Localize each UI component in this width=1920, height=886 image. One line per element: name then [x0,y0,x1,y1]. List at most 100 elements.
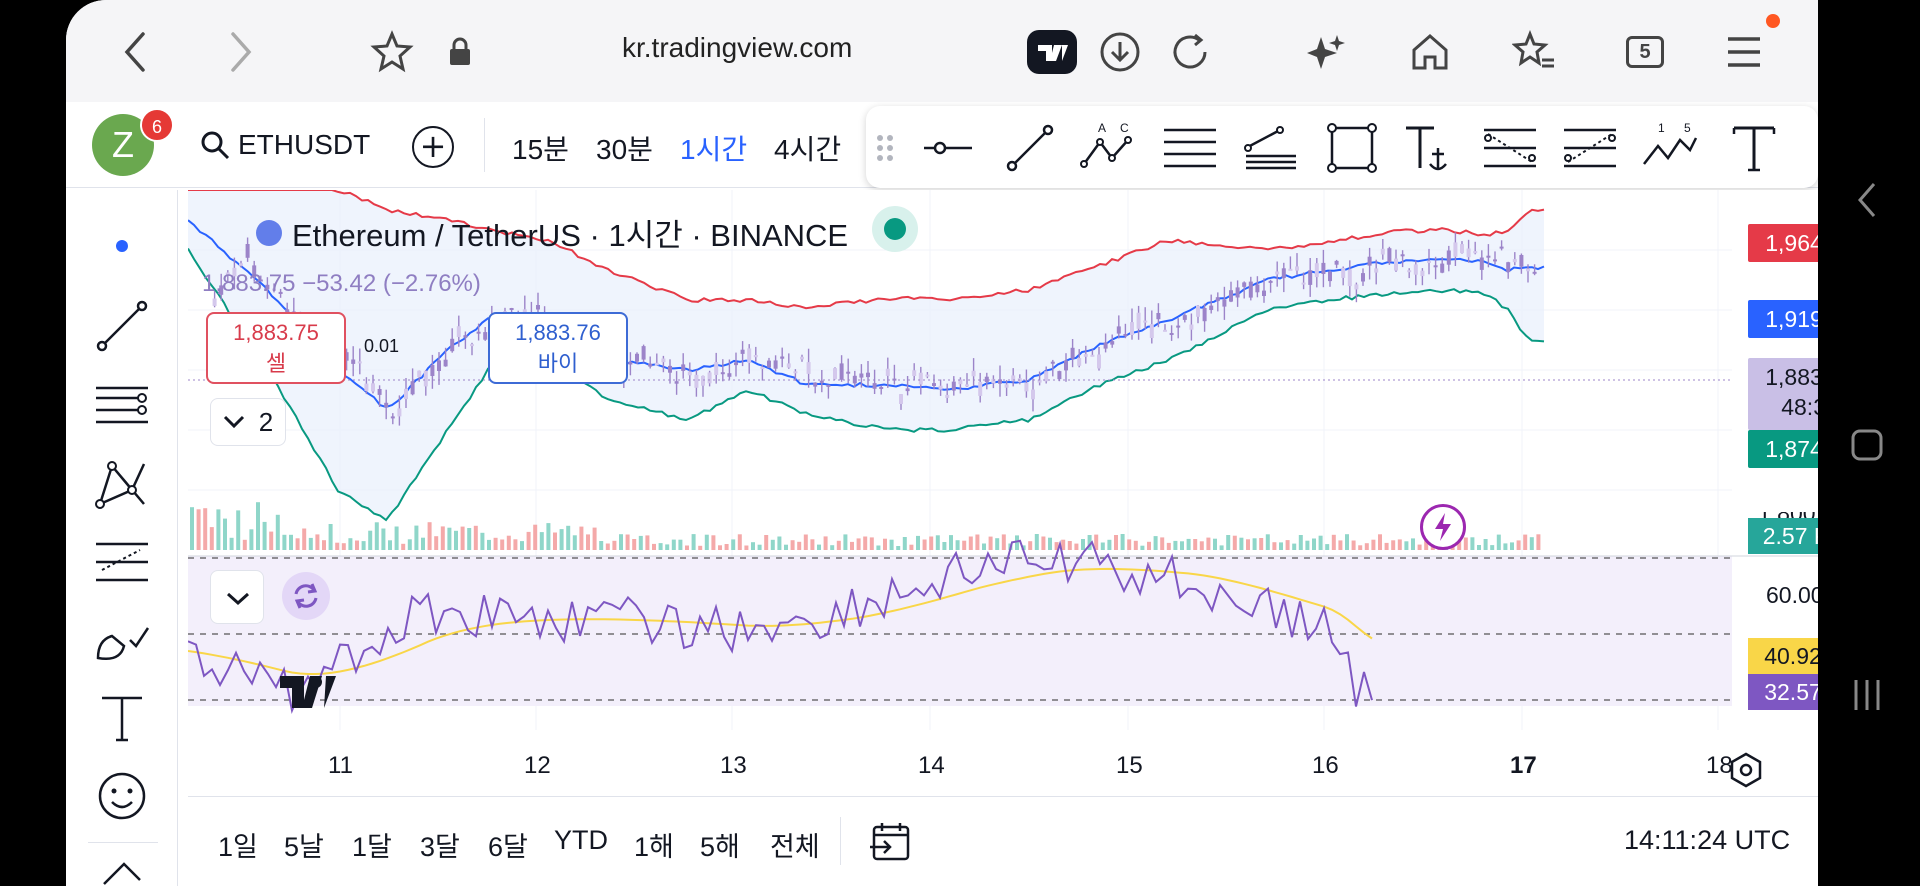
symbol-search[interactable]: ETHUSDT [200,124,370,166]
range-5d[interactable]: 5날 [284,832,324,862]
volume-bar [671,539,676,550]
volume-bar [381,528,386,550]
volume-bar [1371,539,1376,550]
candle-body [1209,305,1214,310]
crosshair-dot-icon[interactable] [116,240,128,252]
home-icon[interactable] [1402,24,1458,80]
range-all[interactable]: 전체 [770,832,820,862]
legend-title[interactable]: Ethereum / TetherUS · 1시간 · BINANCE [256,210,848,255]
brush-icon[interactable] [90,610,154,674]
candle-body [1413,264,1418,275]
fib-retracement-icon[interactable] [1480,118,1540,178]
volume-bar [1127,539,1132,550]
range-1y[interactable]: 1해 [634,832,674,862]
range-3m[interactable]: 3달 [420,832,460,862]
range-5y[interactable]: 5해 [700,832,740,862]
candle-body [1380,248,1385,255]
interval-30m[interactable]: 30분 [596,134,653,165]
volume-bar [1001,534,1006,550]
url-text[interactable]: kr.tradingview.com [622,32,853,63]
clock-utc[interactable]: 14:11:24 UTC [1624,825,1791,855]
volume-bar [1213,538,1217,550]
candle-body [351,359,356,364]
rectangle-icon[interactable] [1322,118,1382,178]
go-to-date-icon[interactable] [868,819,914,865]
pattern-tools-icon[interactable] [90,452,154,516]
tradingview-app-icon[interactable] [1024,24,1080,80]
market-open-indicator[interactable] [872,206,918,252]
chart-settings-icon[interactable] [1726,750,1766,790]
anchored-text-icon[interactable] [1398,118,1458,178]
candle-body [1512,259,1517,263]
candle-body [905,388,910,392]
trend-line-icon[interactable] [1000,118,1060,178]
sell-button[interactable]: 1,883.75 셀 [206,312,346,384]
time-axis-label-bold: 17 [1510,752,1537,779]
range-1m[interactable]: 1달 [352,832,392,862]
volume-bar [1364,543,1369,550]
collapse-legend-button[interactable]: 2 [210,398,286,446]
candle-body [668,365,672,373]
price-chart-canvas[interactable] [188,190,1818,796]
candle-body [509,308,514,310]
volume-bar [1094,534,1099,550]
candle-body [826,384,831,387]
text-icon[interactable] [1724,118,1784,178]
candle-body [866,372,870,378]
drag-handle-icon[interactable] [870,118,900,178]
forecasting-tools-icon[interactable] [90,530,154,594]
download-icon[interactable] [1092,24,1148,80]
nav-home-icon[interactable] [1850,428,1884,462]
compare-symbol-button[interactable]: + [412,126,454,168]
reload-icon[interactable] [1162,24,1218,80]
menu-icon[interactable] [1716,24,1772,80]
chevron-down-icon [226,592,250,606]
candle-body [753,355,758,358]
buy-button[interactable]: 1,883.76 바이 [488,312,628,384]
range-1d[interactable]: 1일 [218,832,258,862]
volume-bar [856,538,861,550]
range-ytd[interactable]: YTD [554,825,608,855]
volume-bar [473,525,478,550]
price-range-icon[interactable] [1560,118,1620,178]
forward-icon[interactable] [212,24,268,80]
candle-body [1506,262,1511,273]
volume-bar [691,534,696,550]
emoji-icon[interactable] [90,764,154,828]
rsi-collapse-button[interactable] [210,570,264,624]
volume-bar [506,535,511,550]
candle-body [806,362,811,374]
rsi-refresh-icon[interactable] [282,572,330,620]
volume-bar [1503,543,1508,550]
ruler-icon[interactable] [90,854,154,886]
fib-channel-icon[interactable] [1240,118,1300,178]
volume-bar [784,544,788,550]
interval-1h[interactable]: 1시간 [680,134,748,165]
nav-back-icon[interactable] [1852,180,1882,220]
lightning-alert-icon[interactable] [1420,504,1466,550]
candle-body [767,360,771,368]
range-6m[interactable]: 6달 [488,832,528,862]
candle-body [1328,271,1332,282]
parallel-channel-icon[interactable] [1160,118,1220,178]
fib-tools-icon[interactable] [90,374,154,438]
nav-recents-icon[interactable] [1850,676,1884,714]
candle-body [1433,265,1438,268]
candle-body [476,331,481,334]
interval-4h[interactable]: 4시간 [774,134,842,165]
ai-sparkle-icon[interactable] [1298,24,1354,80]
tabs-button[interactable]: 5 [1626,36,1664,68]
bookmark-star-icon[interactable] [364,24,420,80]
horizontal-ray-icon[interactable] [918,118,978,178]
chart-pane[interactable]: Ethereum / TetherUS · 1시간 · BINANCE 1,88… [188,190,1818,796]
back-icon[interactable] [108,24,164,80]
bookmarks-icon[interactable] [1506,24,1562,80]
candle-body [1341,267,1346,278]
trend-line-icon[interactable] [90,294,154,358]
interval-15m[interactable]: 15분 [512,134,569,165]
volume-bar [909,544,914,550]
volume-bar [968,536,973,550]
text-tool-icon[interactable] [90,686,154,750]
